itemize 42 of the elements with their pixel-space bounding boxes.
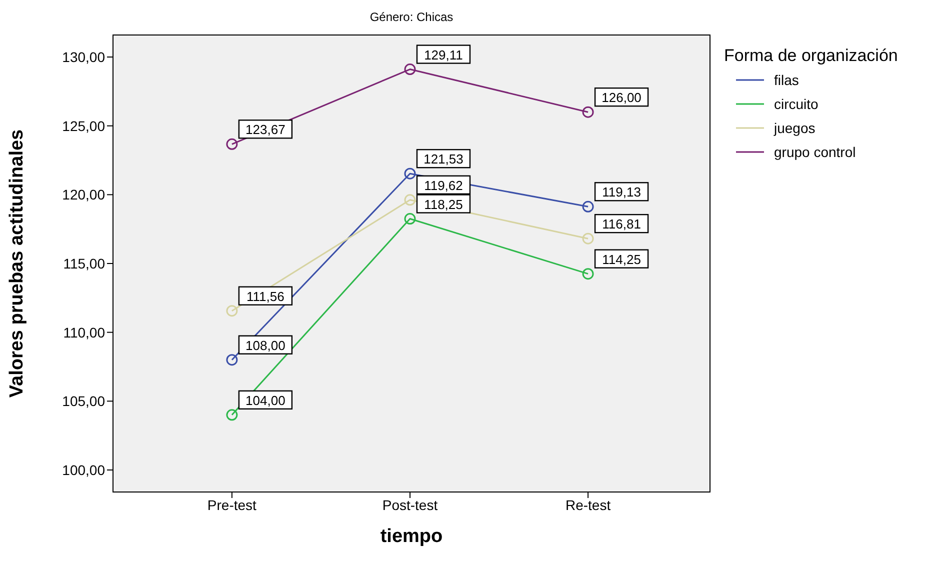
data-label: 118,25 — [424, 196, 463, 212]
y-tick-label: 130,00 — [62, 48, 106, 65]
data-label: 126,00 — [602, 90, 642, 106]
point — [582, 200, 594, 212]
point — [582, 106, 594, 118]
point — [404, 64, 416, 76]
y-axis-title: Valores pruebas actitudinales — [6, 129, 28, 398]
data-label: 121,53 — [424, 152, 464, 167]
point — [226, 138, 238, 150]
point — [404, 194, 416, 206]
chart-title: Género: Chicas — [368, 10, 454, 24]
data-label: 119,62 — [424, 178, 463, 193]
legend-label: juegos — [774, 120, 816, 136]
data-label: 111,56 — [246, 288, 284, 304]
y-tick-label: 115,00 — [63, 255, 106, 272]
y-tick-label: 120,00 — [62, 186, 106, 203]
data-label: 108,00 — [246, 338, 286, 353]
data-label: 129,11 — [424, 47, 463, 62]
point — [582, 232, 594, 244]
data-label: 119,13 — [602, 184, 641, 200]
point — [226, 305, 238, 317]
legend-label: circuito — [774, 96, 818, 112]
x-tick-label: Pre-test — [207, 496, 257, 513]
x-tick-label: Post-test — [382, 496, 438, 513]
y-tick-label: 105,00 — [62, 393, 106, 410]
data-label: 116,81 — [602, 216, 641, 232]
x-tick-label: Re-test — [565, 496, 611, 513]
point — [226, 354, 238, 366]
y-tick-label: 100,00 — [62, 462, 106, 478]
data-label: 114,25 — [602, 252, 641, 267]
legend-label: grupo control — [774, 144, 856, 160]
legend-label: filas — [774, 72, 799, 88]
data-label: 104,00 — [246, 392, 286, 408]
point — [226, 409, 238, 421]
data-label: 123,67 — [246, 122, 286, 138]
point — [404, 168, 416, 180]
x-axis-title: tiempo — [380, 526, 443, 547]
legend-title: Forma de organización — [724, 46, 899, 66]
y-tick-label: 125,00 — [62, 118, 106, 134]
point — [404, 213, 416, 225]
y-tick-label: 110,00 — [63, 324, 106, 340]
point — [582, 268, 594, 280]
